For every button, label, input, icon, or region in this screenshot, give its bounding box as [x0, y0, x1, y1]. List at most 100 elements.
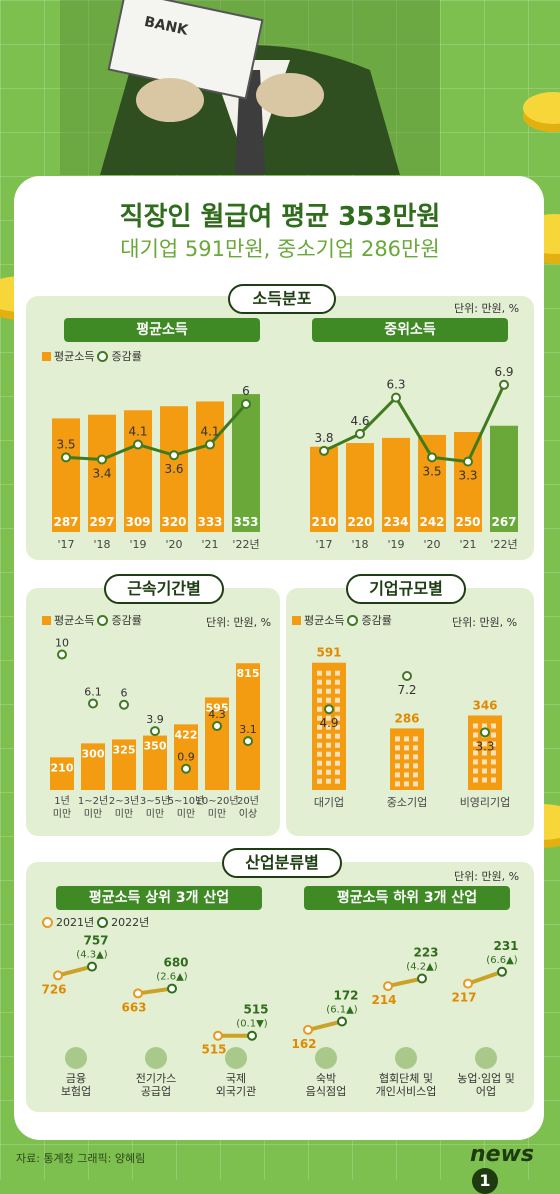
- x-tick-label: '18: [93, 538, 110, 551]
- unit-label: 단위: 만원, %: [206, 616, 272, 629]
- change-rate-point: [205, 439, 215, 450]
- building-window: [335, 724, 340, 730]
- category-label: 보험업: [61, 1085, 91, 1098]
- building-window: [395, 736, 400, 742]
- building-window: [326, 778, 331, 784]
- point-2021: [133, 988, 143, 999]
- building-window: [473, 741, 478, 747]
- category-label: 외국기관: [216, 1085, 256, 1098]
- change-rate-label: 6: [242, 384, 250, 398]
- logo-digit: 1: [472, 1168, 498, 1194]
- average-income-chart: 287 '17 297 '18 309 '19 320 '20 333 '21 353 '22년 3.5…: [52, 384, 260, 551]
- legend-change-rate: 증감률: [111, 350, 142, 363]
- dumbbell-connector: [467, 969, 503, 986]
- building-window: [317, 778, 322, 784]
- building-window: [326, 724, 331, 730]
- legend-change-rate: 증감률: [361, 614, 392, 627]
- building-window: [317, 715, 322, 721]
- bar-value-label: 422: [175, 728, 198, 741]
- coin-icon: [523, 92, 560, 132]
- change-label: (2.6▲): [156, 972, 187, 983]
- change-rate-line: [65, 403, 248, 461]
- industry-legend: 2021년 2022년: [42, 914, 149, 930]
- category-label: 농업·임업 및: [457, 1072, 515, 1085]
- x-tick-label: 미만: [53, 808, 71, 820]
- bar-value-label: 353: [233, 515, 258, 529]
- building-window: [404, 745, 409, 751]
- change-rate-point: [169, 450, 179, 461]
- bar-value-label: 309: [125, 515, 150, 529]
- bar: [52, 418, 80, 532]
- building-window: [335, 760, 340, 766]
- building-window: [413, 763, 418, 769]
- building-window: [326, 697, 331, 703]
- building-window: [473, 759, 478, 765]
- building-window: [317, 697, 322, 703]
- page-title: 직장인 월급여 평균 353만원: [119, 202, 441, 232]
- building-window: [317, 742, 322, 748]
- change-rate-point: [61, 452, 71, 463]
- legend-2022-swatch: [97, 916, 109, 928]
- change-rate-point: [150, 726, 160, 737]
- x-tick-label: 미만: [115, 808, 133, 820]
- building-window: [491, 723, 496, 729]
- building-window: [326, 733, 331, 739]
- change-rate-point: [427, 452, 437, 463]
- change-rate-line: [323, 384, 506, 464]
- change-rate-label: 6: [121, 687, 128, 700]
- building-window: [404, 736, 409, 742]
- unit-label: 단위: 만원, %: [454, 302, 520, 315]
- change-rate-label: 6.9: [494, 365, 513, 379]
- value-2022-label: 680: [163, 956, 188, 970]
- value-2022-label: 223: [413, 946, 438, 960]
- bar: [174, 724, 198, 790]
- value-2021-label: 663: [121, 1000, 146, 1014]
- legend-change-rate: 증감률: [111, 614, 142, 627]
- bar: [454, 432, 482, 532]
- average-income-header: 평균소득: [64, 318, 260, 342]
- building-window: [335, 697, 340, 703]
- building-window: [473, 777, 478, 783]
- building-window: [317, 688, 322, 694]
- x-tick-label: 비영리기업: [460, 796, 511, 809]
- x-tick-label: 미만: [177, 808, 195, 820]
- value-2021-label: 217: [451, 991, 476, 1005]
- building-window: [326, 670, 331, 676]
- bar: [112, 739, 136, 790]
- change-rate-label: 3.3: [475, 739, 494, 753]
- news1-logo: news1: [470, 1142, 560, 1194]
- bar: [236, 663, 260, 790]
- change-rate-label: 0.9: [177, 751, 195, 764]
- building-window: [482, 750, 487, 756]
- value-2022-label: 231: [493, 939, 518, 953]
- change-rate-label: 3.6: [164, 462, 183, 476]
- change-rate-label: 4.6: [350, 414, 369, 428]
- x-tick-label: 2~3년: [109, 795, 139, 807]
- fish-icon: [475, 1047, 497, 1069]
- bar-value-label: 595: [206, 701, 229, 714]
- x-tick-label: '17: [315, 538, 332, 551]
- x-tick-label: 대기업: [314, 796, 344, 809]
- building-window: [326, 751, 331, 757]
- change-label: (4.2▲): [406, 962, 437, 973]
- x-tick-label: '20: [423, 538, 440, 551]
- company-legend: 평균소득 증감률: [292, 612, 392, 628]
- change-rate-point: [355, 428, 365, 439]
- change-rate-point: [391, 392, 401, 403]
- building-window: [491, 777, 496, 783]
- change-rate-point: [212, 721, 222, 732]
- building-window: [413, 772, 418, 778]
- building-window: [335, 751, 340, 757]
- x-tick-label: '21: [201, 538, 218, 551]
- x-tick-label: 5~10년: [168, 795, 205, 807]
- bar-value-label: 210: [51, 761, 74, 774]
- value-2022-label: 757: [83, 934, 108, 948]
- change-rate-label: 7.2: [397, 683, 416, 697]
- section-company-size: 기업규모별: [346, 574, 466, 604]
- change-rate-point: [241, 399, 251, 409]
- change-rate-label: 3.5: [56, 437, 75, 451]
- tenure-legend: 평균소득 증감률: [42, 612, 142, 628]
- people-icon: [395, 1047, 417, 1069]
- building-window: [395, 754, 400, 760]
